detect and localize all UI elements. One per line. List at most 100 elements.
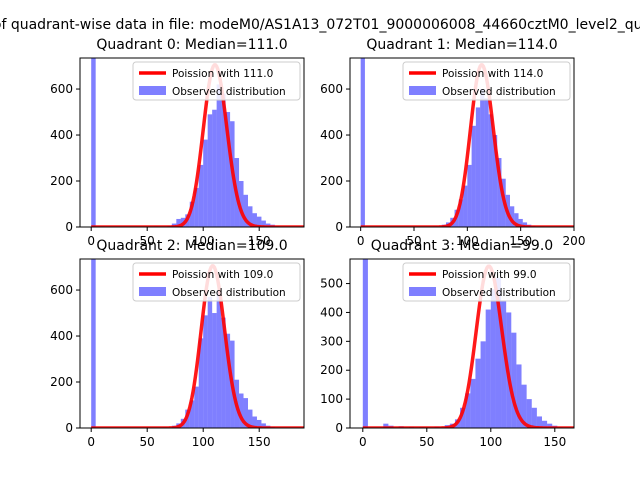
x-tick-label: 200 — [563, 234, 586, 248]
histogram-bar — [248, 409, 253, 428]
legend-box — [402, 262, 571, 302]
x-tick-label: 50 — [406, 234, 421, 248]
histogram-bar — [239, 181, 244, 227]
y-tick-label: 500 — [320, 277, 343, 291]
legend: Poission with 114.0 Observed distribution — [402, 61, 571, 101]
y-tick-label: 200 — [50, 174, 73, 188]
histogram-bar — [480, 89, 485, 227]
y-tick-label: 400 — [50, 329, 73, 343]
x-tick-label: 0 — [87, 234, 95, 248]
axes-frame — [79, 57, 305, 228]
x-tick-label: 0 — [87, 435, 95, 449]
x-tick-label: 150 — [248, 234, 271, 248]
chart-panel-1: 0 50 100 150 200 0 200 400 600 Quadrant 1: Median… — [320, 37, 585, 248]
histogram-bar — [207, 114, 213, 227]
legend-bar-swatch — [139, 287, 166, 296]
y-tick-label: 100 — [320, 392, 343, 406]
legend-bar-swatch — [409, 287, 436, 296]
histogram-bar — [91, 259, 96, 428]
legend-box — [132, 262, 301, 302]
histogram-bar — [470, 378, 476, 428]
histogram-bar — [514, 213, 519, 227]
legend: Poission with 109.0 Observed distribution — [132, 262, 301, 302]
chart-title: Quadrant 3: Median=99.0 — [371, 238, 553, 254]
histogram-bar — [261, 220, 266, 227]
histogram-bar — [510, 206, 515, 227]
histogram-bar — [194, 187, 199, 227]
x-tick-label: 150 — [248, 435, 271, 449]
histogram-bar — [203, 139, 208, 227]
y-tick-label: 400 — [320, 305, 343, 319]
legend-label: Observed distribution — [172, 86, 286, 98]
legend-label: Poission with 114.0 — [442, 68, 543, 80]
y-tick-label: 200 — [320, 174, 343, 188]
y-tick-label: 300 — [320, 334, 343, 348]
histogram-bar — [198, 338, 204, 428]
y-tick-label: 600 — [320, 82, 343, 96]
legend-label: Poission with 99.0 — [442, 269, 537, 281]
histogram-bar — [458, 199, 464, 227]
x-tick-label: 0 — [359, 435, 367, 449]
histogram-bar — [216, 84, 222, 227]
histogram-bar — [189, 201, 195, 227]
histogram-bar — [252, 213, 257, 227]
histogram-bar — [225, 112, 231, 227]
histogram-bar — [475, 358, 481, 428]
histogram-bar — [360, 58, 365, 227]
y-tick-label: 400 — [50, 128, 73, 142]
histogram-bar — [243, 194, 248, 227]
histogram-bar — [490, 289, 496, 428]
x-tick-label: 150 — [509, 234, 532, 248]
histogram-bar — [497, 158, 502, 227]
x-tick-label: 50 — [140, 435, 155, 449]
histogram-bar — [518, 218, 523, 227]
legend-label: Observed distribution — [442, 86, 556, 98]
histogram-bar — [488, 114, 493, 227]
y-tick-label: 0 — [335, 220, 343, 234]
histogram-bar — [501, 300, 507, 428]
histogram-bar — [248, 206, 253, 227]
histogram-bar — [225, 333, 231, 428]
histogram-bar — [176, 218, 181, 227]
histogram-bar — [362, 259, 368, 428]
legend-box — [132, 61, 301, 101]
histogram-bar — [256, 216, 262, 227]
histogram-bar — [212, 109, 217, 227]
chart-panel-2: 0 50 100 150 0 200 400 600 Quadrant 2: Median=10… — [50, 238, 305, 449]
histogram-bar — [91, 58, 96, 227]
legend: Poission with 99.0 Observed distribution — [402, 262, 571, 302]
histogram-bar — [467, 164, 472, 227]
chart-panel-0: 0 50 100 150 0 200 400 600 Quadrant 0: Median=11… — [50, 37, 305, 248]
histogram-bar — [252, 416, 257, 428]
plot-area — [362, 259, 574, 428]
chart-panel-3: 0 50 100 150 0 100 200 300 400 500 Quadrant 3: Med… — [320, 238, 575, 449]
histogram-bar — [547, 423, 553, 428]
legend-bar-swatch — [139, 86, 166, 95]
histogram-bar — [485, 309, 491, 428]
legend-label: Observed distribution — [172, 287, 286, 299]
histogram-bar — [463, 185, 468, 227]
legend-label: Poission with 111.0 — [172, 68, 273, 80]
axes-frame — [349, 57, 575, 228]
histogram-bar — [221, 93, 226, 227]
y-tick-label: 0 — [65, 220, 73, 234]
histogram-bar — [492, 135, 498, 227]
plot-area — [359, 58, 574, 227]
histogram-bar — [256, 419, 262, 428]
axes-frame — [349, 258, 575, 429]
axes-frame — [79, 258, 305, 429]
x-tick-label: 50 — [140, 234, 155, 248]
y-tick-label: 0 — [335, 421, 343, 435]
x-tick-label: 100 — [456, 234, 479, 248]
histogram-bar — [511, 332, 517, 428]
legend-box — [402, 61, 571, 101]
histogram-bar — [460, 407, 466, 428]
x-tick-label: 100 — [479, 435, 502, 449]
histogram-bar — [221, 317, 226, 428]
histogram-bar — [198, 164, 204, 227]
histogram-bar — [531, 407, 537, 428]
histogram-bar — [207, 296, 213, 428]
x-tick-label: 50 — [419, 435, 434, 449]
x-tick-label: 100 — [192, 435, 215, 449]
histogram-bar — [495, 277, 502, 428]
